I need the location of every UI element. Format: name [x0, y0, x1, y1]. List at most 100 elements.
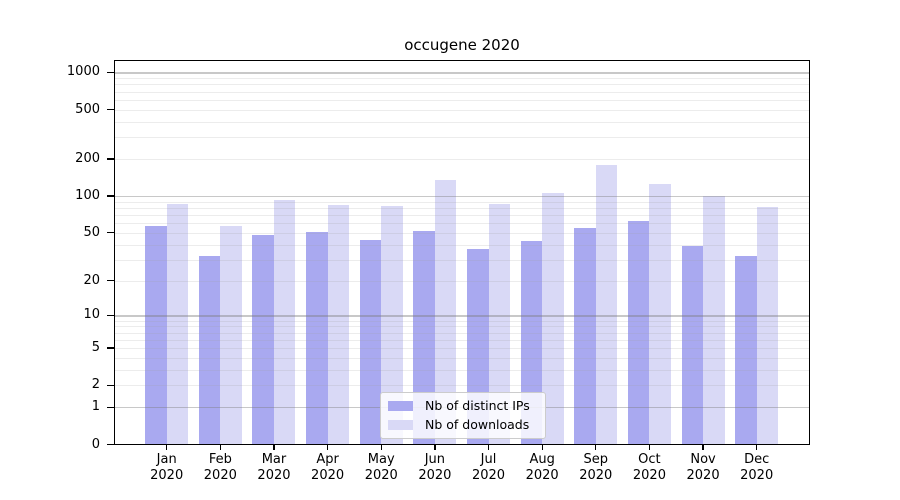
x-tick-label-month: Sep: [583, 452, 609, 467]
chart-title: occugene 2020: [404, 36, 520, 54]
y-tick-label: 500: [75, 101, 100, 117]
legend-label-downloads: Nb of downloads: [425, 417, 530, 432]
grid-line-minor: [114, 357, 810, 359]
x-tick-label-month: Oct: [638, 452, 661, 467]
x-tick-mark: [434, 445, 436, 450]
bar-downloads: [220, 225, 242, 445]
grid-line-minor: [114, 326, 810, 328]
x-tick-label-month: May: [367, 452, 395, 467]
bar-downloads: [756, 206, 779, 445]
y-tick-label: 100: [75, 187, 100, 203]
grid-line-minor: [114, 99, 810, 101]
grid-line-minor: [114, 332, 810, 334]
x-tick-mark: [219, 445, 222, 450]
bar-downloads: [595, 164, 618, 445]
x-tick-mark: [166, 445, 168, 450]
x-tick-label-month: Nov: [690, 452, 716, 467]
grid-line-minor: [114, 201, 810, 203]
grid-line-minor: [114, 158, 810, 160]
y-tick-label: 1000: [66, 64, 100, 80]
bar-downloads: [166, 203, 189, 445]
y-tick-mark: [107, 232, 114, 234]
y-tick-label: 10: [83, 307, 100, 323]
bar-distinct-ips: [359, 239, 382, 445]
bar-distinct-ips: [413, 230, 435, 445]
x-tick-label-year: 2020: [579, 468, 613, 483]
y-tick-mark: [107, 443, 114, 446]
x-tick-mark: [595, 445, 597, 450]
y-tick-label: 1: [91, 399, 100, 415]
legend-item-downloads: Nb of downloads: [388, 418, 537, 432]
y-tick-mark: [107, 279, 114, 282]
bar-downloads: [703, 195, 725, 445]
grid-line-minor: [114, 320, 810, 322]
y-tick-mark: [107, 314, 114, 317]
grid-line-minor: [114, 280, 810, 282]
grid-line-minor: [114, 223, 810, 225]
y-tick-label: 0: [91, 436, 100, 452]
bar-downloads: [434, 179, 457, 445]
x-tick-label-year: 2020: [257, 468, 291, 483]
x-tick-mark: [648, 445, 651, 450]
bar-distinct-ips: [145, 225, 167, 445]
plot-area: [114, 60, 810, 445]
y-tick-label: 50: [83, 224, 100, 240]
y-tick-label: 5: [91, 340, 100, 355]
legend-swatch-distinct-ips: [388, 401, 413, 411]
x-tick-label-year: 2020: [686, 468, 720, 483]
grid-line-minor: [114, 232, 810, 234]
x-tick-label-month: Jul: [480, 452, 497, 467]
x-tick-label-year: 2020: [150, 468, 184, 483]
legend: Nb of distinct IPs Nb of downloads: [380, 392, 546, 439]
grid-line-major: [114, 195, 810, 198]
x-tick-label-month: Jan: [156, 452, 177, 467]
bar-distinct-ips: [681, 245, 704, 445]
bar-downloads: [542, 193, 564, 445]
y-tick-mark: [107, 347, 114, 349]
legend-item-distinct-ips: Nb of distinct IPs: [388, 399, 537, 413]
x-tick-label-month: Dec: [744, 452, 770, 467]
x-tick-label-month: Feb: [208, 452, 232, 467]
grid-line-minor: [114, 369, 810, 371]
bar-distinct-ips: [198, 256, 221, 445]
grid-line-minor: [114, 385, 810, 387]
grid-line-minor: [114, 207, 810, 209]
y-tick-mark: [107, 158, 114, 160]
y-tick-mark: [107, 384, 114, 387]
y-tick-label: 20: [83, 272, 100, 288]
x-tick-label-year: 2020: [311, 468, 345, 483]
x-tick-label-year: 2020: [740, 468, 774, 483]
bar-distinct-ips: [735, 256, 757, 445]
grid-line-minor: [114, 244, 810, 246]
bar-distinct-ips: [306, 231, 328, 445]
y-tick-label: 2: [91, 377, 100, 393]
bar-distinct-ips: [252, 234, 274, 445]
grid-line-minor: [114, 91, 810, 93]
grid-line-minor: [114, 259, 810, 261]
x-tick-label-year: 2020: [632, 468, 666, 483]
y-tick-mark: [107, 406, 114, 408]
x-tick-mark: [487, 445, 490, 450]
grid-line-major: [114, 72, 810, 74]
bar-downloads: [327, 205, 350, 445]
grid-line-minor: [114, 78, 810, 80]
x-tick-label-month: Mar: [261, 452, 287, 467]
x-tick-mark: [756, 445, 758, 450]
bar-downloads: [273, 199, 296, 445]
x-tick-mark: [380, 445, 382, 450]
x-tick-label-year: 2020: [471, 468, 506, 483]
grid-line-minor: [114, 348, 810, 349]
x-tick-label-year: 2020: [364, 468, 398, 483]
grid-line-minor: [114, 137, 810, 139]
legend-label-distinct-ips: Nb of distinct IPs: [425, 398, 530, 413]
x-tick-label-month: Apr: [316, 452, 339, 467]
bar-downloads: [488, 203, 511, 445]
bar-distinct-ips: [574, 227, 596, 445]
bar-downloads: [381, 205, 403, 445]
grid-line-minor: [114, 84, 810, 86]
x-tick-mark: [541, 445, 543, 450]
grid-line-minor: [114, 214, 810, 216]
x-tick-mark: [702, 445, 704, 450]
y-tick-mark: [107, 71, 114, 74]
